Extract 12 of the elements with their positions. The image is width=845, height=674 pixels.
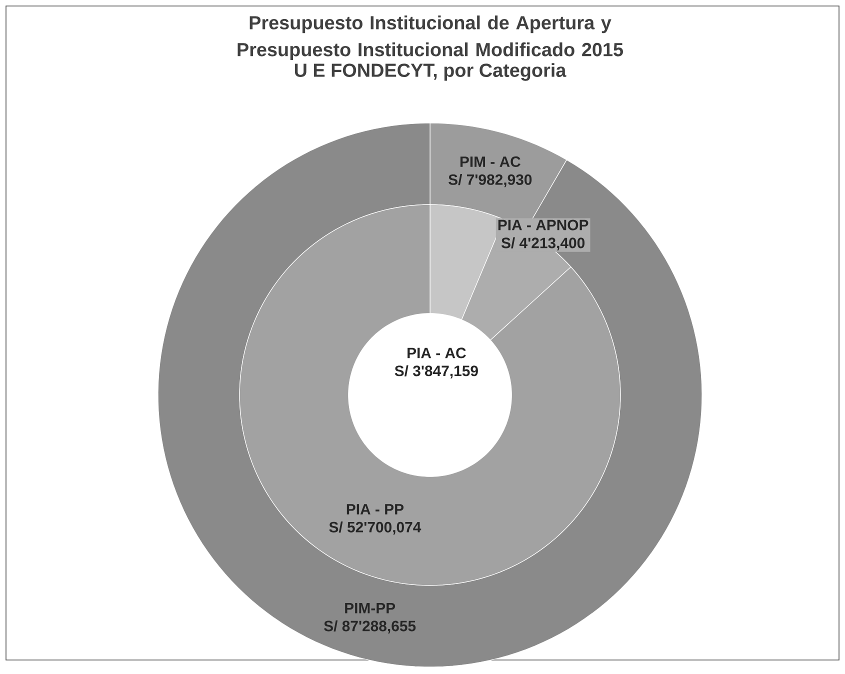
slice-label: PIA - AC: [408, 348, 466, 358]
slice-label: PIM - AC: [460, 156, 520, 167]
chart-subtitle: U E FONDECYT, por Categoria: [294, 63, 566, 81]
chart-title: Presupuesto Institucional de Apertura y Presupuesto Institucional Modificado 2015: [238, 16, 624, 60]
data-label: S/ 7'982,930: [448, 174, 532, 188]
slice-label: PIM-PP: [345, 602, 396, 614]
data-label: S/ 4'213,400: [501, 237, 585, 250]
data-label: S/ 52'700,074: [329, 521, 422, 535]
slice-label: PIA - PP: [346, 504, 404, 514]
slice-label: PIA - APNOP: [498, 220, 588, 230]
data-label: S/ 3'847,159: [394, 365, 478, 378]
data-label: S/ 87'288,655: [324, 620, 416, 634]
